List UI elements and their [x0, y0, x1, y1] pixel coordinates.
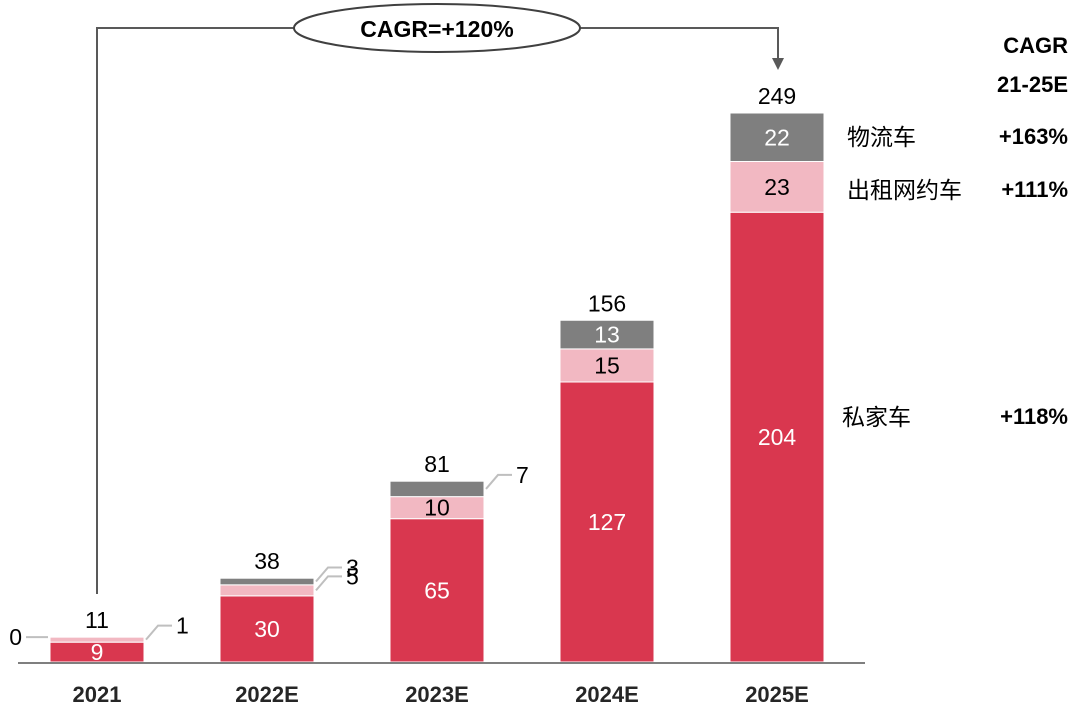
bar-segment-2025E-series-2: [729, 112, 825, 163]
series-cagr-taxi: +111%: [1001, 177, 1068, 202]
leader-line-2022E-series-2: [315, 566, 342, 583]
x-tick-labels: 2021 2022E 2023E 2024E 2025E: [73, 682, 809, 707]
bar-segment-2023E-series-2: [389, 480, 485, 498]
series-label-private: 私家车: [842, 405, 911, 431]
leader-line-2023E-series-2: [485, 473, 512, 490]
data-label-2023E-series-1: 10: [424, 495, 450, 521]
outside-label-2021-series-2: 0: [9, 624, 22, 650]
cagr-header-line2: 21-25E: [997, 72, 1068, 97]
x-tick-2021: 2021: [73, 682, 122, 707]
x-tick-2025E: 2025E: [745, 682, 809, 707]
total-label-2024E: 156: [588, 290, 626, 316]
data-label-2025E-series-0: 204: [758, 424, 797, 450]
x-tick-2024E: 2024E: [575, 682, 639, 707]
bar-segment-2024E-series-2: [559, 319, 655, 350]
total-label-2021: 11: [85, 607, 109, 633]
bar-segment-2024E-series-1: [559, 348, 655, 383]
cagr-ellipse: [293, 3, 581, 53]
outside-label-2023E-series-2: 7: [516, 462, 529, 488]
x-tick-2023E: 2023E: [405, 682, 469, 707]
leader-line-2021-series-1: [145, 624, 172, 641]
outside-label-2021-series-1: 1: [176, 613, 189, 639]
data-label-2022E-series-0: 30: [254, 616, 280, 642]
total-label-2022E: 38: [254, 548, 280, 574]
bar-segment-2022E-series-1: [219, 584, 315, 597]
data-label-2024E-series-2: 13: [594, 322, 620, 348]
data-label-2024E-series-0: 127: [588, 509, 626, 535]
cagr-connector-line: [96, 27, 297, 594]
bar-segment-2021-series-1: [49, 636, 145, 643]
data-label-2025E-series-1: 23: [764, 174, 790, 200]
total-label-2025E: 249: [758, 83, 796, 109]
series-label-logistics: 物流车: [847, 125, 916, 151]
series-cagr-logistics: +163%: [999, 124, 1068, 149]
bar-segment-2022E-series-0: [219, 595, 315, 663]
bar-segment-2022E-series-2: [219, 577, 315, 586]
series-cagr-private: +118%: [1000, 404, 1068, 429]
bar-segment-2025E-series-0: [729, 211, 825, 663]
bars-layer: [49, 112, 825, 663]
data-label-2021-series-0: 9: [91, 639, 104, 665]
cagr-arrowhead: [772, 58, 784, 70]
leader-line-2022E-series-1: [315, 575, 342, 591]
series-label-taxi: 出租网约车: [847, 178, 962, 204]
x-tick-2022E: 2022E: [235, 682, 299, 707]
overall-cagr-label: CAGR=+120%: [360, 16, 513, 42]
outside-label-2022E-series-1: 5: [346, 563, 359, 589]
cagr-header-line1: CAGR: [1003, 33, 1068, 58]
cagr-connector-line-right: [578, 27, 779, 60]
bar-segment-2024E-series-0: [559, 381, 655, 663]
data-label-2025E-series-2: 22: [764, 124, 790, 150]
outside-label-2022E-series-2: 3: [346, 555, 359, 581]
total-label-2023E: 81: [424, 451, 450, 477]
data-label-2024E-series-1: 15: [594, 352, 620, 378]
bar-segment-2025E-series-1: [729, 161, 825, 213]
bar-segment-2023E-series-0: [389, 518, 485, 663]
data-label-2023E-series-0: 65: [424, 577, 450, 603]
